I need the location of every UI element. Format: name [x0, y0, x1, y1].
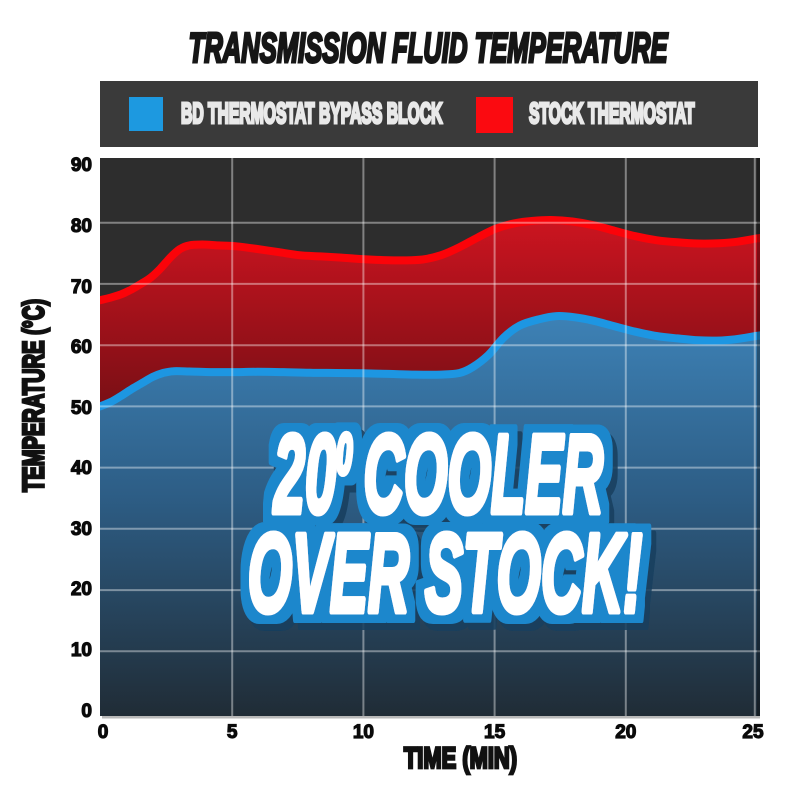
svg-text:200 COOLER: 200 COOLER [273, 411, 603, 536]
svg-text:200 COOLER: 200 COOLER [273, 411, 603, 536]
svg-text:OVER STOCK!: OVER STOCK! [248, 511, 642, 636]
svg-text:OVER STOCK!: OVER STOCK! [248, 511, 642, 636]
